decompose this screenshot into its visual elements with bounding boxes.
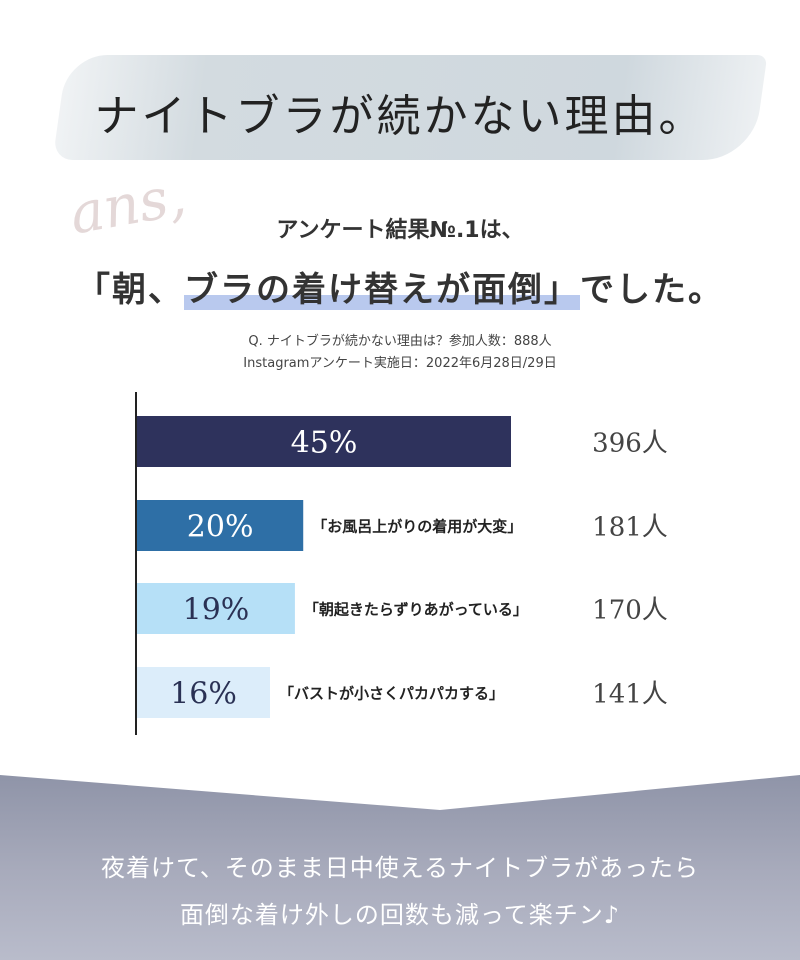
headline-line1: アンケート結果№.1は、 bbox=[276, 218, 524, 243]
count-label: 170人 bbox=[592, 596, 668, 626]
headline-highlight: ブラの着け替えが面倒」 bbox=[184, 270, 580, 310]
bar bbox=[137, 583, 295, 634]
headline-post: でした。 bbox=[580, 270, 724, 310]
bar bbox=[137, 416, 511, 467]
category-label: 「バストが小さくパカパカする」 bbox=[279, 685, 504, 703]
bar bbox=[137, 500, 304, 551]
headline-line2: 「朝、ブラの着け替えが面倒」でした。 bbox=[0, 262, 800, 311]
bar-value-label: 45% bbox=[291, 426, 358, 461]
category-label: 「朝起きたらずりあがっている」 bbox=[304, 601, 528, 619]
bar-chart: 45% 396人 20% 「お風呂上がりの着用が大変」 181人 19% 「朝起きたらずりあ… bbox=[135, 392, 668, 735]
category-label: 「お風呂上がりの着用が大変」 bbox=[312, 518, 522, 536]
survey-date: Instagramアンケート実施日：2022年6月28日/29日 bbox=[243, 356, 557, 371]
count-label: 396人 bbox=[592, 429, 668, 459]
page-title: ナイトブラが続かない理由。 bbox=[94, 91, 706, 142]
count-label: 141人 bbox=[592, 680, 668, 710]
footer-line2: 面倒な着け外しの回数も減って楽チン♪ bbox=[179, 901, 621, 929]
headline-pre: 「朝、 bbox=[76, 270, 184, 310]
bar-value-label: 19% bbox=[183, 593, 250, 628]
survey-question: Q. ナイトブラが続かない理由は？参加人数：888人 bbox=[248, 334, 552, 349]
count-label: 181人 bbox=[592, 513, 668, 543]
footer-line1: 夜着けて、そのまま日中使えるナイトブラがあったら bbox=[100, 854, 700, 882]
bar-value-label: 16% bbox=[170, 677, 237, 712]
bar-value-label: 20% bbox=[187, 510, 254, 545]
bar bbox=[137, 667, 270, 718]
